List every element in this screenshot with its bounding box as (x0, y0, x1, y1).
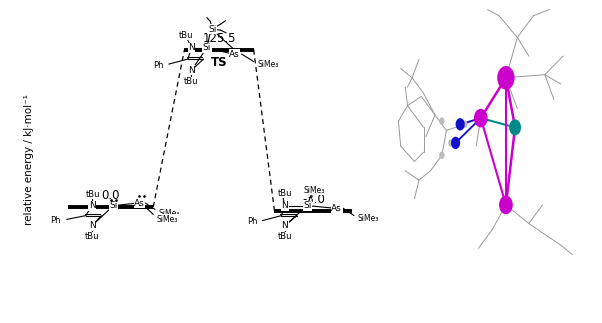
Text: TS: TS (211, 56, 228, 69)
Text: tBu: tBu (278, 189, 292, 198)
Text: Ph: Ph (153, 61, 164, 70)
Text: N: N (282, 221, 288, 230)
Text: As: As (229, 49, 240, 58)
Circle shape (448, 139, 454, 147)
Text: SiMe₃: SiMe₃ (157, 215, 178, 224)
Circle shape (456, 118, 465, 130)
Text: SiMe₃: SiMe₃ (158, 209, 180, 218)
Circle shape (509, 119, 521, 135)
Text: As: As (331, 203, 342, 213)
Circle shape (497, 66, 515, 89)
Text: tBu: tBu (86, 190, 101, 199)
Circle shape (474, 109, 488, 127)
Circle shape (439, 151, 445, 159)
Text: N: N (188, 43, 194, 52)
Text: As: As (134, 199, 145, 208)
Text: N: N (88, 201, 95, 210)
Text: 0.0: 0.0 (102, 190, 120, 203)
Circle shape (451, 137, 460, 149)
Text: N: N (282, 201, 288, 210)
Text: SiMe₃: SiMe₃ (257, 59, 279, 68)
Text: Si: Si (208, 25, 216, 34)
Text: tBu: tBu (179, 31, 193, 40)
Text: -3.0: -3.0 (302, 193, 325, 206)
Circle shape (439, 118, 445, 125)
Text: Si: Si (110, 201, 117, 210)
Text: Si: Si (303, 201, 311, 210)
Text: N: N (188, 66, 194, 75)
Text: Ph: Ph (247, 217, 257, 226)
Text: SiMe₃: SiMe₃ (358, 214, 379, 223)
Text: SiMe₃: SiMe₃ (303, 186, 325, 195)
Text: Ph: Ph (51, 216, 61, 225)
Circle shape (499, 196, 513, 214)
Circle shape (462, 120, 468, 128)
Text: tBu: tBu (184, 77, 199, 86)
Text: relative energy / kJ·mol⁻¹: relative energy / kJ·mol⁻¹ (23, 94, 34, 225)
Text: Si: Si (203, 43, 211, 52)
Text: 125.5: 125.5 (202, 32, 236, 45)
Text: tBu: tBu (85, 233, 99, 241)
Text: tBu: tBu (278, 233, 292, 241)
Text: N: N (88, 221, 95, 230)
